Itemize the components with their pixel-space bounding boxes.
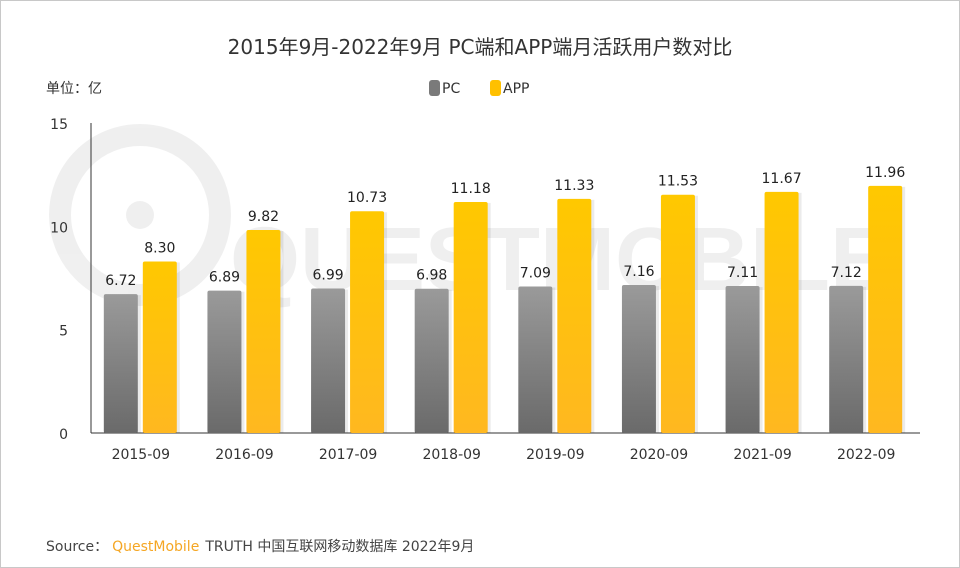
bar-pc [829,285,864,433]
data-label: 7.16 [623,264,654,280]
bar-pc [207,290,242,433]
data-label: 7.11 [727,265,758,281]
y-tick-label: 0 [59,427,68,443]
source-prefix: Source： [46,539,108,555]
unit-label: 单位：亿 [46,81,102,97]
x-tick-label: 2015-09 [112,447,171,463]
y-tick-label: 5 [59,324,68,340]
data-label: 7.09 [520,265,551,281]
bar-app [142,261,177,433]
bar-pc [103,294,138,433]
data-label: 10.73 [347,190,387,206]
bar-pc [518,286,553,433]
data-label: 9.82 [248,209,279,225]
legend-label: PC [442,81,460,97]
x-tick-label: 2016-09 [215,447,274,463]
source-brand: QuestMobile [112,539,199,555]
data-label: 11.33 [554,178,594,194]
source-note: Source： QuestMobile TRUTH 中国互联网移动数据库 2022年… [46,539,474,555]
bar-app [868,185,903,433]
bar-app [350,211,385,433]
bar-pc [725,286,760,433]
data-label: 7.12 [831,265,862,281]
data-label: 11.96 [865,165,905,181]
legend-label: APP [503,81,529,97]
bar-pc [414,288,449,433]
data-label: 6.72 [105,273,136,289]
x-tick-label: 2021-09 [733,447,792,463]
chart-title: 2015年9月-2022年9月 PC端和APP端月活跃用户数对比 [228,35,733,59]
y-tick-label: 15 [50,117,68,133]
legend-swatch-pc [429,80,440,96]
bar-app [557,198,592,433]
bar-app [453,201,488,433]
legend: PC APP [429,80,529,97]
source-rest: TRUTH 中国互联网移动数据库 2022年9月 [204,539,474,555]
bar-pc [621,285,656,433]
bar-pc [311,288,346,433]
x-tick-label: 2022-09 [837,447,896,463]
x-tick-label: 2018-09 [422,447,481,463]
data-label: 11.53 [658,174,698,190]
data-label: 11.67 [762,171,802,187]
bar-app [764,191,799,433]
legend-swatch-app [490,80,501,96]
x-tick-label: 2020-09 [630,447,689,463]
bar-app [246,230,281,433]
x-tick-label: 2017-09 [319,447,378,463]
data-label: 6.89 [209,270,240,286]
data-label: 11.18 [451,181,491,197]
data-label: 6.99 [312,268,343,284]
x-tick-label: 2019-09 [526,447,585,463]
bar-app [660,194,695,433]
data-label: 8.30 [144,240,175,256]
data-label: 6.98 [416,268,447,284]
y-tick-label: 10 [50,220,68,236]
